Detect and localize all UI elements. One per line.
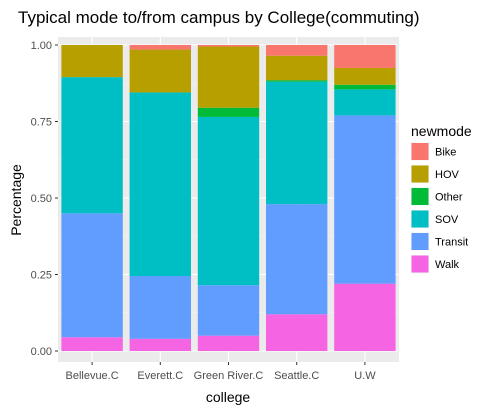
bar-segment-u-w-other xyxy=(334,84,396,90)
legend-swatch-bike xyxy=(411,143,429,160)
legend-label-bike: Bike xyxy=(435,147,456,159)
bar-segment-u-w-transit xyxy=(334,115,396,284)
x-tick-label: Everett.C xyxy=(137,370,183,382)
chart-title: Typical mode to/from campus by College(c… xyxy=(18,8,420,27)
bar-segment-u-w-walk xyxy=(334,283,396,351)
y-tick-label: 1.00 xyxy=(31,40,52,52)
legend-swatch-transit xyxy=(411,233,429,250)
bar-segment-seattle-c-bike xyxy=(266,45,328,56)
bar-segment-green-river-c-hov xyxy=(197,46,260,108)
bar-segment-everett-c-sov xyxy=(129,92,191,277)
legend-swatch-walk xyxy=(411,255,429,273)
bar-segment-everett-c-bike xyxy=(129,45,191,50)
bar-segment-green-river-c-sov xyxy=(197,116,260,286)
bar-segment-bellevue-c-transit xyxy=(61,213,123,338)
legend-title: newmode xyxy=(411,123,472,139)
y-axis-label: Percentage xyxy=(8,164,24,236)
legend-swatch-hov xyxy=(411,165,429,183)
legend: newmode Bike HOV Other SOV Transit Walk xyxy=(411,123,472,273)
bar-segment-green-river-c-bike xyxy=(197,45,260,47)
legend-label-transit: Transit xyxy=(435,237,468,249)
bar-segment-bellevue-c-walk xyxy=(61,337,123,351)
bar-segment-u-w-bike xyxy=(334,45,396,68)
bar-segment-green-river-c-other xyxy=(197,107,260,117)
bar-segment-green-river-c-walk xyxy=(197,335,260,351)
y-tick-label: 0.25 xyxy=(31,270,52,282)
y-tick-label: 0.00 xyxy=(31,346,52,358)
bar-segment-green-river-c-transit xyxy=(197,285,260,336)
bar-segment-seattle-c-hov xyxy=(266,55,328,81)
legend-swatch-other xyxy=(411,188,429,205)
x-tick-label: U.W xyxy=(354,370,376,382)
legend-label-hov: HOV xyxy=(435,169,460,181)
bar-segment-everett-c-walk xyxy=(129,338,191,351)
bar-segment-everett-c-hov xyxy=(129,49,191,93)
x-tick-label: Green River.C xyxy=(194,370,264,382)
bar-segment-u-w-sov xyxy=(334,89,396,116)
bar-segment-seattle-c-sov xyxy=(266,81,328,205)
x-axis-ticks: Bellevue.C Everett.C Green River.C Seattle.… xyxy=(65,362,376,382)
bar-segment-seattle-c-walk xyxy=(266,314,328,351)
legend-label-walk: Walk xyxy=(435,259,460,271)
bar-segment-bellevue-c-sov xyxy=(61,77,123,214)
legend-label-other: Other xyxy=(435,192,463,204)
x-tick-label: Bellevue.C xyxy=(65,370,118,382)
x-axis-label: college xyxy=(206,389,251,405)
y-tick-label: 0.50 xyxy=(31,193,52,205)
bar-segment-bellevue-c-hov xyxy=(61,45,123,78)
bar-segment-seattle-c-transit xyxy=(266,204,328,315)
bars xyxy=(61,45,396,351)
x-tick-label: Seattle.C xyxy=(274,370,319,382)
bar-segment-seattle-c-other xyxy=(266,80,328,82)
legend-swatch-sov xyxy=(411,210,429,228)
bar-segment-u-w-hov xyxy=(334,67,396,85)
bar-segment-everett-c-transit xyxy=(129,276,191,339)
y-tick-label: 0.75 xyxy=(31,117,52,129)
y-axis-ticks: 0.00 0.25 0.50 0.75 1.00 xyxy=(31,40,58,358)
legend-label-sov: SOV xyxy=(435,214,459,226)
